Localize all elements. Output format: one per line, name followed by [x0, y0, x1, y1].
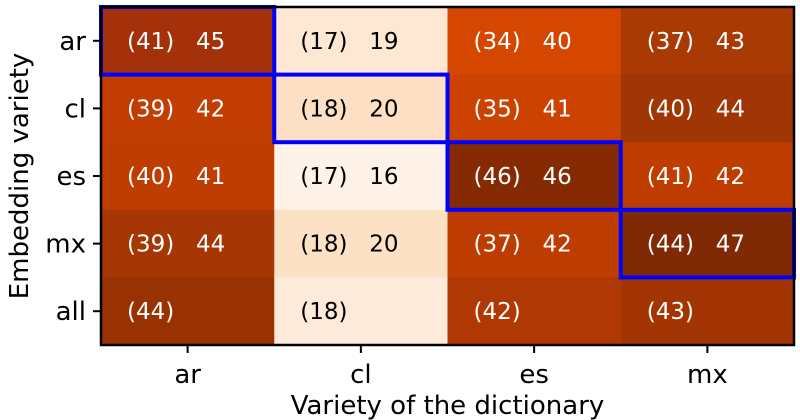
heatmap-cell — [101, 209, 275, 278]
heatmap-cell — [274, 142, 448, 211]
heatmap-cell — [447, 74, 622, 143]
heatmap-cell — [274, 209, 448, 278]
cell-paren-label: (44) — [127, 299, 174, 325]
cell-paren-label: (44) — [647, 232, 694, 258]
cell-paren-label: (18) — [300, 299, 347, 325]
x-axis-label: Variety of the dictionary — [291, 391, 605, 420]
highlight-box — [272, 72, 450, 145]
cell-paren-label: (41) — [127, 29, 174, 55]
cell-value-label: 41 — [543, 96, 572, 122]
cell-value-label: 42 — [196, 96, 225, 122]
cell-value-label: 44 — [716, 96, 745, 122]
cell-paren-label: (37) — [647, 29, 694, 55]
heatmap-cell — [274, 277, 448, 346]
heatmap-cell — [274, 7, 448, 76]
cell-paren-label: (40) — [127, 164, 174, 190]
cell-value-label: 20 — [369, 232, 398, 258]
cell-value-label: 46 — [543, 164, 572, 190]
cell-value-label: 40 — [543, 29, 572, 55]
y-tick-label: es — [56, 162, 86, 192]
x-tick-label: es — [519, 360, 549, 390]
heatmap-cell — [274, 74, 448, 143]
cell-value-label: 45 — [196, 29, 225, 55]
x-tick-label: mx — [687, 360, 728, 390]
heatmap-cell — [101, 7, 275, 76]
cell-value-label: 42 — [716, 164, 745, 190]
heatmap-cell — [447, 277, 622, 346]
x-tick-label: cl — [350, 360, 372, 390]
heatmap-cell — [447, 7, 622, 76]
heatmap-cell — [101, 74, 275, 143]
cell-paren-label: (18) — [300, 96, 347, 122]
x-tick-label: ar — [174, 360, 201, 390]
y-tick-label: cl — [64, 94, 86, 124]
cell-paren-label: (17) — [300, 29, 347, 55]
cell-paren-label: (35) — [474, 96, 521, 122]
highlight-box — [445, 140, 623, 212]
heatmap-cell — [620, 277, 795, 346]
cell-labels: (41) 45 (17) 19 (34) 40 (37) 43 (39) 42 (18) 20 (35)… — [127, 29, 745, 325]
cell-paren-label: (34) — [474, 29, 521, 55]
heatmap-cell — [620, 74, 795, 143]
cell-paren-label: (46) — [474, 164, 521, 190]
cell-paren-label: (37) — [474, 232, 521, 258]
y-tick-label: mx — [45, 230, 86, 260]
cell-paren-label: (39) — [127, 96, 174, 122]
y-tick-label: ar — [59, 27, 86, 57]
heatmap-cell — [620, 7, 795, 76]
cell-value-label: 47 — [716, 232, 745, 258]
cell-value-label: 16 — [369, 164, 398, 190]
cell-value-label: 41 — [196, 164, 225, 190]
cell-value-label: 44 — [196, 232, 225, 258]
cell-paren-label: (39) — [127, 232, 174, 258]
heatmap-cell — [447, 142, 622, 211]
y-tick-label: all — [56, 297, 86, 327]
cell-paren-label: (18) — [300, 232, 347, 258]
heatmap-cell — [101, 142, 275, 211]
cell-paren-label: (40) — [647, 96, 694, 122]
heatmap-cell — [447, 209, 622, 278]
heatmap-cells — [101, 7, 795, 346]
cell-paren-label: (42) — [474, 299, 521, 325]
heatmap-cell — [101, 277, 275, 346]
y-axis-ticks: ar cl es mx all — [45, 27, 101, 327]
cell-value-label: 19 — [369, 29, 398, 55]
cell-paren-label: (41) — [647, 164, 694, 190]
cell-value-label: 43 — [716, 29, 745, 55]
cell-value-label: 42 — [543, 232, 572, 258]
heatmap-cell — [620, 209, 795, 278]
cell-value-label: 20 — [369, 96, 398, 122]
x-axis-ticks: ar cl es mx — [174, 345, 728, 390]
cell-paren-label: (17) — [300, 164, 347, 190]
heatmap-cell — [620, 142, 795, 211]
cell-paren-label: (43) — [647, 299, 694, 325]
y-axis-label: Embedding variety — [5, 53, 35, 300]
